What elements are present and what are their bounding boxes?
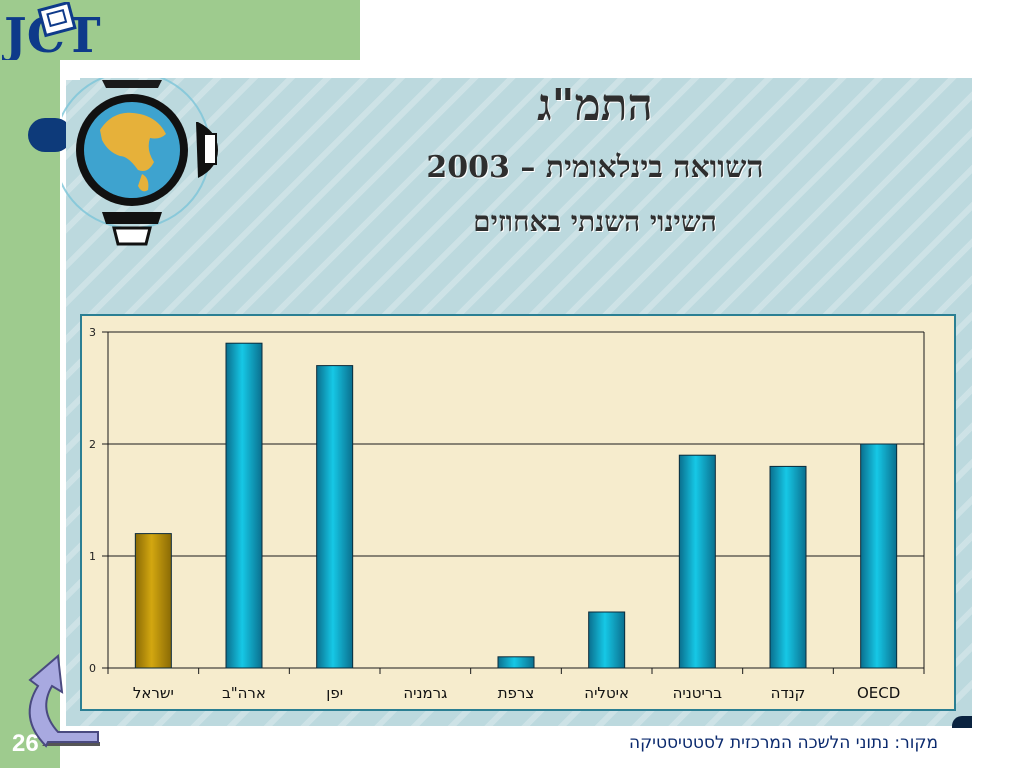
- y-tick-label: 1: [89, 550, 96, 563]
- bar-chart: 0 1 2 3 ישראל ארה"ב יפן גרמניה צרפת איטליה בריטניה…: [80, 314, 956, 711]
- y-tick-label: 2: [89, 438, 96, 451]
- chart-svg: 0 1 2 3 ישראל ארה"ב יפן גרמניה צרפת איטליה בריטניה…: [89, 326, 925, 702]
- x-tick-label: ארה"ב: [222, 684, 266, 702]
- slide-title: התמ"ג: [537, 80, 653, 131]
- x-tick-label: יפן: [326, 684, 343, 702]
- x-tick-label: איטליה: [584, 684, 629, 702]
- x-tick-label: בריטניה: [673, 684, 723, 702]
- bar: [588, 611, 626, 669]
- bar: [860, 443, 898, 669]
- y-tick-label: 3: [89, 326, 96, 339]
- x-tick-label: צרפת: [498, 684, 535, 702]
- y-tick-label: 0: [89, 662, 96, 675]
- bar: [497, 656, 535, 669]
- slide-corner: [60, 60, 80, 80]
- globe-icon: [53, 71, 242, 248]
- x-tick-label: ישראל: [133, 684, 174, 702]
- bar: [678, 454, 716, 669]
- x-tick-label: OECD: [857, 684, 900, 702]
- return-button[interactable]: [14, 646, 104, 756]
- return-arrow-icon: [28, 654, 100, 748]
- source-note: מקור: נתוני הלשכה המרכזית לסטטיסטיקה: [629, 733, 938, 753]
- bar: [134, 533, 172, 669]
- slide-number: 26: [12, 730, 39, 757]
- slide-subtitle-2: השינוי השנתי באחוזים: [473, 205, 717, 238]
- slide-subtitle: השוואה בינלאומית – 2003: [426, 150, 764, 185]
- x-tick-label: גרמניה: [403, 684, 447, 702]
- jct-logo: JCT: [0, 0, 152, 64]
- x-tick-label: קנדה: [771, 684, 806, 702]
- jct-logo-graphic: JCT: [0, 0, 101, 64]
- slide-corner-dark: [952, 716, 972, 728]
- bar: [769, 465, 807, 669]
- bar: [316, 365, 354, 669]
- bar: [225, 342, 263, 669]
- navy-decoration: [28, 118, 72, 152]
